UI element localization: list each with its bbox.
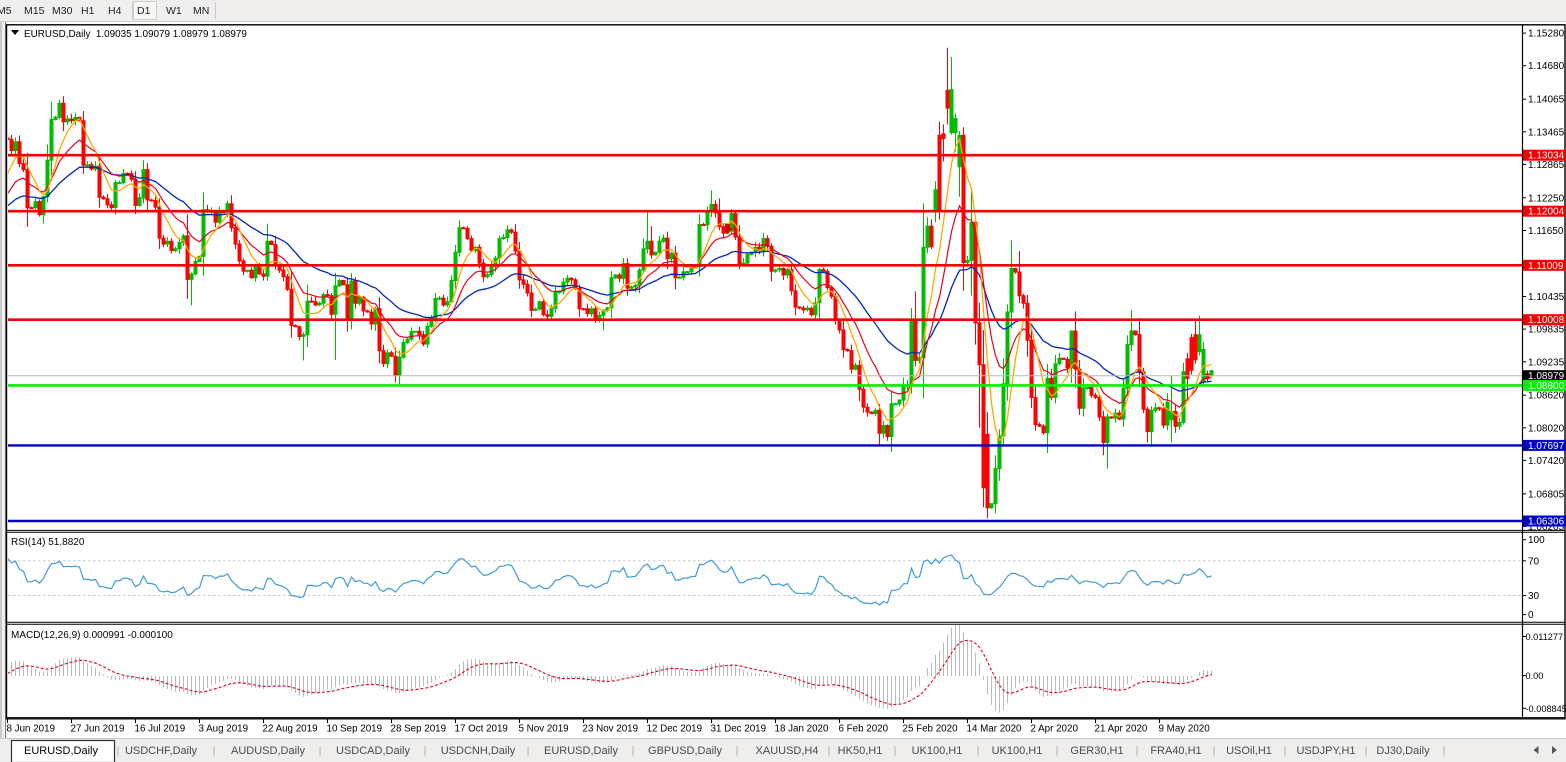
svg-text:|: | <box>117 745 120 757</box>
svg-text:D1: D1 <box>137 5 151 17</box>
svg-text:1.12004: 1.12004 <box>1528 207 1565 218</box>
svg-text:28 Sep 2019: 28 Sep 2019 <box>391 724 447 735</box>
svg-text:0.011277: 0.011277 <box>1526 632 1564 642</box>
svg-text:HK50,H1: HK50,H1 <box>838 745 883 757</box>
svg-text:1.06805: 1.06805 <box>1528 489 1565 500</box>
svg-text:8 Jun 2019: 8 Jun 2019 <box>7 724 55 735</box>
svg-text:|: | <box>1365 745 1368 757</box>
svg-text:1.14065: 1.14065 <box>1528 95 1565 106</box>
svg-text:FRA40,H1: FRA40,H1 <box>1150 745 1201 757</box>
svg-text:-0.008845: -0.008845 <box>1526 704 1566 714</box>
svg-text:M15: M15 <box>24 5 45 17</box>
svg-text:18 Jan 2020: 18 Jan 2020 <box>775 724 829 735</box>
svg-text:RSI(14) 51.8820: RSI(14) 51.8820 <box>11 537 85 548</box>
svg-text:1.12250: 1.12250 <box>1528 193 1565 204</box>
svg-text:USDCHF,Daily: USDCHF,Daily <box>125 745 198 757</box>
svg-text:1.10008: 1.10008 <box>1528 315 1565 326</box>
svg-text:10 Sep 2019: 10 Sep 2019 <box>327 724 383 735</box>
svg-text:14 Mar 2020: 14 Mar 2020 <box>967 724 1023 735</box>
svg-text:UK100,H1: UK100,H1 <box>912 745 963 757</box>
svg-text:H4: H4 <box>108 5 122 17</box>
svg-text:|: | <box>1213 745 1216 757</box>
svg-text:AUDUSD,Daily: AUDUSD,Daily <box>231 745 305 757</box>
svg-text:1.10435: 1.10435 <box>1528 292 1565 303</box>
svg-text:|: | <box>894 745 897 757</box>
svg-text:1.14680: 1.14680 <box>1528 61 1565 72</box>
svg-text:|: | <box>213 745 216 757</box>
svg-text:|: | <box>1443 745 1446 757</box>
svg-text:M5: M5 <box>0 5 12 17</box>
svg-text:MACD(12,26,9) 0.000991 -0.0001: MACD(12,26,9) 0.000991 -0.000100 <box>11 630 173 641</box>
svg-text:5 Nov 2019: 5 Nov 2019 <box>519 724 569 735</box>
svg-text:H1: H1 <box>81 5 95 17</box>
svg-text:9 May 2020: 9 May 2020 <box>1159 724 1211 735</box>
svg-text:|: | <box>1284 745 1287 757</box>
svg-text:USDCNH,Daily: USDCNH,Daily <box>441 745 516 757</box>
svg-text:12 Dec 2019: 12 Dec 2019 <box>647 724 703 735</box>
svg-text:1.11009: 1.11009 <box>1528 261 1564 272</box>
svg-text:1.11650: 1.11650 <box>1528 226 1564 237</box>
svg-text:USDCAD,Daily: USDCAD,Daily <box>336 745 410 757</box>
svg-text:EURUSD,Daily: EURUSD,Daily <box>544 745 618 757</box>
svg-text:100: 100 <box>1528 535 1545 546</box>
svg-text:EURUSD,Daily: EURUSD,Daily <box>24 745 98 757</box>
svg-text:3 Aug 2019: 3 Aug 2019 <box>199 724 249 735</box>
svg-text:2 Apr 2020: 2 Apr 2020 <box>1031 724 1079 735</box>
svg-text:1.08979: 1.08979 <box>1528 371 1565 382</box>
svg-text:21 Apr 2020: 21 Apr 2020 <box>1095 724 1148 735</box>
svg-text:25 Feb 2020: 25 Feb 2020 <box>903 724 959 735</box>
svg-text:DJ30,Daily: DJ30,Daily <box>1376 745 1430 757</box>
svg-text:GER30,H1: GER30,H1 <box>1070 745 1123 757</box>
svg-text:1.06306: 1.06306 <box>1528 517 1565 528</box>
svg-text:UK100,H1: UK100,H1 <box>992 745 1043 757</box>
svg-text:70: 70 <box>1528 556 1540 567</box>
svg-text:USDJPY,H1: USDJPY,H1 <box>1296 745 1355 757</box>
svg-text:1.09835: 1.09835 <box>1528 325 1565 336</box>
svg-text:23 Nov 2019: 23 Nov 2019 <box>583 724 639 735</box>
svg-text:1.08620: 1.08620 <box>1528 391 1565 402</box>
svg-text:1.08020: 1.08020 <box>1528 423 1565 434</box>
svg-text:1.07697: 1.07697 <box>1528 441 1565 452</box>
svg-text:27 Jun 2019: 27 Jun 2019 <box>71 724 125 735</box>
svg-text:M30: M30 <box>52 5 73 17</box>
svg-text:22 Aug 2019: 22 Aug 2019 <box>263 724 318 735</box>
svg-text:|: | <box>1136 745 1139 757</box>
svg-text:16 Jul 2019: 16 Jul 2019 <box>135 724 186 735</box>
svg-text:1.13034: 1.13034 <box>1528 151 1565 162</box>
svg-text:0: 0 <box>1528 610 1534 621</box>
svg-text:1.13465: 1.13465 <box>1528 127 1565 138</box>
svg-text:MN: MN <box>193 5 209 17</box>
svg-text:|: | <box>736 745 739 757</box>
svg-text:31 Dec 2019: 31 Dec 2019 <box>711 724 767 735</box>
svg-text:1.15280: 1.15280 <box>1528 29 1565 40</box>
svg-text:1.09235: 1.09235 <box>1528 357 1565 368</box>
svg-text:|: | <box>1056 745 1059 757</box>
svg-text:1.06205: 1.06205 <box>1528 522 1565 533</box>
svg-text:|: | <box>527 745 530 757</box>
svg-text:USOil,H1: USOil,H1 <box>1226 745 1272 757</box>
svg-text:|: | <box>424 745 427 757</box>
svg-text:W1: W1 <box>166 5 182 17</box>
svg-text:0.00: 0.00 <box>1526 671 1544 681</box>
svg-text:|: | <box>319 745 322 757</box>
svg-text:|: | <box>977 745 980 757</box>
svg-text:GBPUSD,Daily: GBPUSD,Daily <box>648 745 722 757</box>
svg-text:|: | <box>828 745 831 757</box>
svg-text:1.12865: 1.12865 <box>1528 160 1565 171</box>
svg-text:XAUUSD,H4: XAUUSD,H4 <box>756 745 819 757</box>
svg-text:30: 30 <box>1528 591 1540 602</box>
svg-text:|: | <box>632 745 635 757</box>
svg-text:EURUSD,Daily 1.09035 1.09079: EURUSD,Daily 1.09035 1.09079 1.08979 1.0… <box>24 29 247 40</box>
svg-text:1.08800: 1.08800 <box>1528 381 1565 392</box>
svg-text:1.07420: 1.07420 <box>1528 456 1565 467</box>
svg-text:17 Oct 2019: 17 Oct 2019 <box>455 724 508 735</box>
svg-text:6 Feb 2020: 6 Feb 2020 <box>839 724 889 735</box>
